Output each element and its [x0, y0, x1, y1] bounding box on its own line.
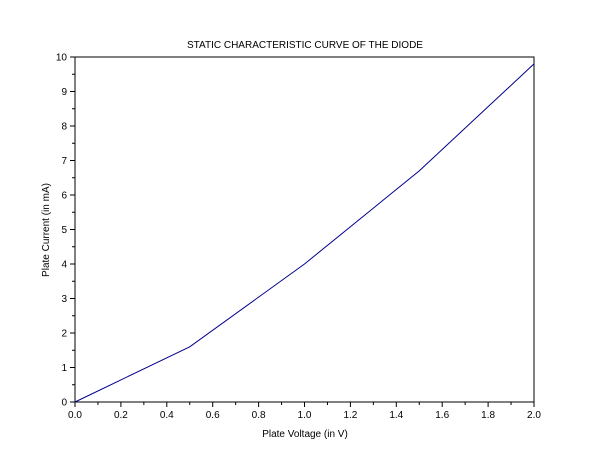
y-tick-label: 10 — [56, 53, 68, 64]
x-axis-ticks: 0.0 0.2 0.4 0.6 0.8 1.0 1.2 1.4 1.6 1.8 2.0 — [68, 402, 541, 421]
y-tick-label: 9 — [61, 87, 67, 98]
x-tick-label: 1.0 — [298, 410, 312, 421]
x-tick-label: 0.6 — [206, 410, 220, 421]
series-line — [74, 63, 535, 403]
x-tick-label: 2.0 — [527, 410, 541, 421]
x-axis-label: Plate Voltage (in V) — [262, 429, 348, 440]
x-tick-label: 1.4 — [389, 410, 403, 421]
y-tick-label: 7 — [61, 156, 67, 167]
y-axis-label: Plate Current (in mA) — [41, 183, 52, 277]
x-tick-label: 0.4 — [160, 410, 174, 421]
x-tick-label: 0.2 — [114, 410, 128, 421]
x-tick-label: 1.8 — [481, 410, 495, 421]
y-tick-label: 6 — [61, 191, 67, 202]
x-tick-label: 0.8 — [252, 410, 266, 421]
y-axis-ticks: 0 1 2 3 4 5 6 7 8 9 10 — [56, 53, 75, 409]
x-tick-label: 1.2 — [343, 410, 357, 421]
y-tick-label: 3 — [61, 294, 67, 305]
series-group — [74, 63, 535, 403]
y-tick-label: 4 — [61, 260, 67, 271]
x-tick-label: 0.0 — [68, 410, 82, 421]
y-tick-label: 0 — [61, 398, 67, 409]
y-tick-label: 5 — [61, 225, 67, 236]
y-tick-label: 8 — [61, 122, 67, 133]
x-tick-label: 1.6 — [435, 410, 449, 421]
y-tick-label: 1 — [61, 363, 67, 374]
plot-frame — [74, 56, 535, 403]
y-tick-label: 2 — [61, 329, 67, 340]
chart-title: STATIC CHARACTERISTIC CURVE OF THE DIODE — [187, 40, 423, 51]
